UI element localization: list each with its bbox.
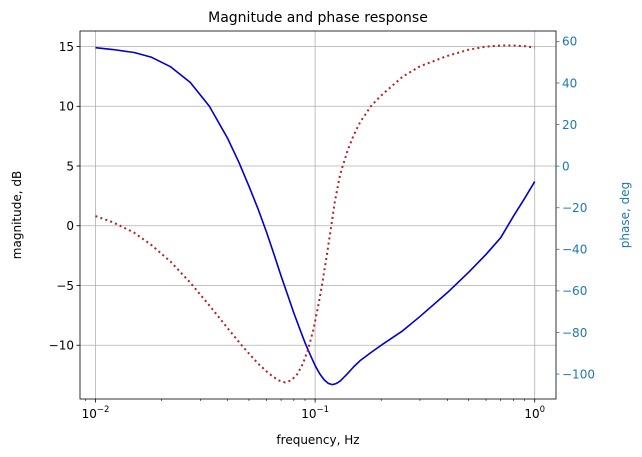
y2-tick-label: −100 <box>562 367 595 381</box>
left-y-axis: 15 10 5 0 −5 −10 <box>49 40 80 353</box>
y2-tick-label: 20 <box>562 118 577 132</box>
y2-axis-label: phase, deg <box>618 182 632 248</box>
y-tick-label: −5 <box>56 279 74 293</box>
phase-line <box>95 44 535 384</box>
y2-tick-label: −20 <box>562 201 587 215</box>
y-axis-label: magnitude, dB <box>10 171 24 259</box>
y2-tick-label: 0 <box>562 159 570 173</box>
chart-title: Magnitude and phase response <box>208 10 428 26</box>
y-tick-label: 10 <box>59 100 74 114</box>
y2-tick-label: −40 <box>562 243 587 257</box>
y2-tick-label: 40 <box>562 76 577 90</box>
y-tick-label: 15 <box>59 40 74 54</box>
y2-tick-label: −80 <box>562 326 587 340</box>
x-tick-label: 100 <box>524 405 545 421</box>
plot-frame <box>79 30 557 400</box>
y-tick-label: −10 <box>49 339 74 353</box>
x-axis: 10−2 10−1 100 <box>82 399 545 421</box>
x-tick-label: 10−2 <box>82 405 110 421</box>
right-y-axis: 60 40 20 0 −20 −40 −60 −80 −100 <box>556 35 595 381</box>
grid-lines <box>80 31 556 399</box>
y2-tick-label: 60 <box>562 35 577 49</box>
y2-tick-label: −60 <box>562 284 587 298</box>
x-tick-label: 10−1 <box>301 405 329 421</box>
y-tick-label: 5 <box>66 159 74 173</box>
magnitude-line <box>95 46 536 386</box>
y-tick-label: 0 <box>66 219 74 233</box>
x-axis-label: frequency, Hz <box>276 433 359 447</box>
series-layer <box>95 44 536 386</box>
